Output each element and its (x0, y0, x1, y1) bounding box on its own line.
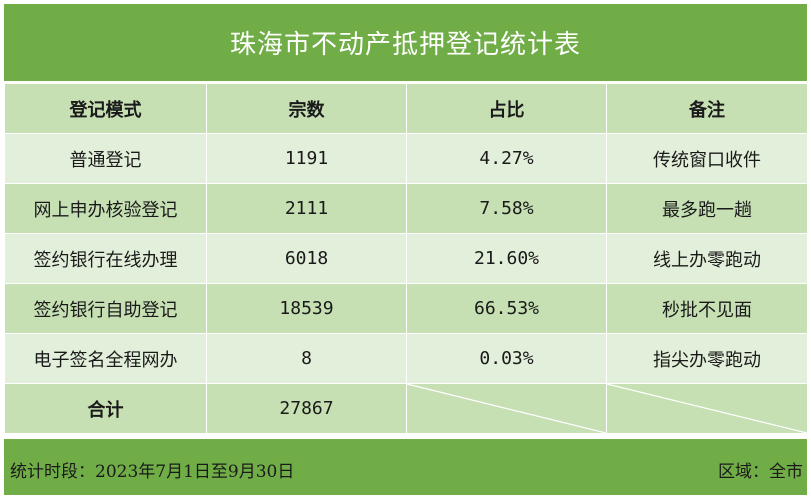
header-mode: 登记模式 (4, 83, 207, 134)
statistics-period: 统计时段：2023年7月1日至9月30日 (10, 462, 295, 482)
cell-note: 指尖办零跑动 (606, 333, 808, 384)
table-row: 普通登记 1191 4.27% 传统窗口收件 (4, 133, 808, 184)
header-count: 宗数 (206, 83, 407, 134)
empty-slashed-cell (606, 383, 808, 434)
cell-count: 8 (206, 333, 407, 384)
total-label: 合计 (4, 383, 207, 434)
cell-mode: 电子签名全程网办 (4, 333, 207, 384)
cell-mode: 网上申办核验登记 (4, 183, 207, 234)
statistics-table: 登记模式 宗数 占比 备注 普通登记 1191 4.27% 传统窗口收件 网上申… (4, 83, 808, 434)
cell-mode: 签约银行自助登记 (4, 283, 207, 334)
header-ratio: 占比 (406, 83, 607, 134)
empty-slashed-cell (406, 383, 607, 434)
cell-count: 1191 (206, 133, 407, 184)
cell-note: 传统窗口收件 (606, 133, 808, 184)
cell-note: 线上办零跑动 (606, 233, 808, 284)
diagonal-slash (607, 384, 807, 433)
cell-ratio: 66.53% (406, 283, 607, 334)
cell-mode: 签约银行在线办理 (4, 233, 207, 284)
cell-ratio: 7.58% (406, 183, 607, 234)
table-row: 网上申办核验登记 2111 7.58% 最多跑一趟 (4, 183, 808, 234)
cell-ratio: 0.03% (406, 333, 607, 384)
cell-count: 6018 (206, 233, 407, 284)
table-title: 珠海市不动产抵押登记统计表 (4, 4, 807, 81)
diagonal-slash (407, 384, 606, 433)
table-row: 签约银行自助登记 18539 66.53% 秒批不见面 (4, 283, 808, 334)
table-row: 电子签名全程网办 8 0.03% 指尖办零跑动 (4, 333, 808, 384)
statistics-region: 区域：全市 (718, 462, 803, 482)
cell-count: 2111 (206, 183, 407, 234)
total-row: 合计 27867 (4, 383, 808, 434)
header-note: 备注 (606, 83, 808, 134)
cell-note: 秒批不见面 (606, 283, 808, 334)
cell-ratio: 21.60% (406, 233, 607, 284)
cell-count: 18539 (206, 283, 407, 334)
total-count: 27867 (206, 383, 407, 434)
footer-bar: 统计时段：2023年7月1日至9月30日 区域：全市 (4, 439, 807, 495)
statistics-sheet: 珠海市不动产抵押登记统计表 登记模式 宗数 占比 备注 普通登记 1191 4.… (4, 4, 808, 495)
table-row: 签约银行在线办理 6018 21.60% 线上办零跑动 (4, 233, 808, 284)
header-row: 登记模式 宗数 占比 备注 (4, 83, 808, 134)
cell-mode: 普通登记 (4, 133, 207, 184)
cell-ratio: 4.27% (406, 133, 607, 184)
cell-note: 最多跑一趟 (606, 183, 808, 234)
